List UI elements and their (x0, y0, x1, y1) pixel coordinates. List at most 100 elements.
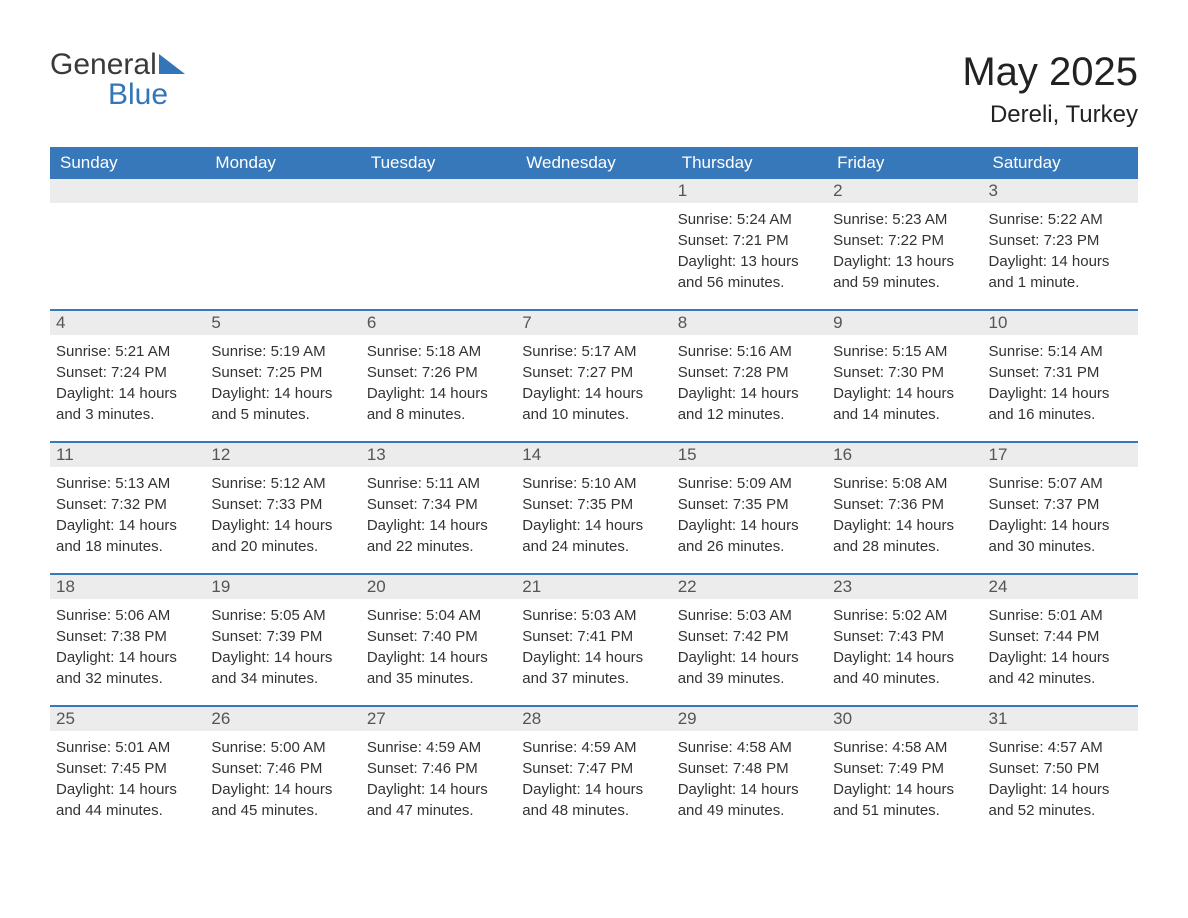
sunrise-line: Sunrise: 4:58 AM (678, 737, 821, 758)
page-header: General Blue May 2025 Dereli, Turkey (50, 50, 1138, 129)
daylight-line: Daylight: 14 hours and 10 minutes. (522, 383, 665, 425)
sunset-line: Sunset: 7:47 PM (522, 758, 665, 779)
day-number: 26 (205, 707, 360, 731)
day-number: 11 (50, 443, 205, 467)
sunrise-line: Sunrise: 5:14 AM (989, 341, 1132, 362)
day-number: 12 (205, 443, 360, 467)
sunset-line: Sunset: 7:48 PM (678, 758, 821, 779)
sunset-line: Sunset: 7:33 PM (211, 494, 354, 515)
logo-text: General Blue (50, 50, 185, 110)
day-cell: 9Sunrise: 5:15 AMSunset: 7:30 PMDaylight… (827, 311, 982, 441)
day-cell: 19Sunrise: 5:05 AMSunset: 7:39 PMDayligh… (205, 575, 360, 705)
week-row: 4Sunrise: 5:21 AMSunset: 7:24 PMDaylight… (50, 309, 1138, 441)
sunrise-line: Sunrise: 5:18 AM (367, 341, 510, 362)
day-number: 21 (516, 575, 671, 599)
day-cell: 27 Sunrise: 4:59 AMSunset: 7:46 PMDayligh… (361, 707, 516, 837)
day-number: 3 (983, 179, 1138, 203)
weekday-header: Tuesday (361, 147, 516, 179)
day-number: 27 (361, 707, 516, 731)
day-cell: 1Sunrise: 5:24 AMSunset: 7:21 PMDaylight… (672, 179, 827, 309)
sunset-line: Sunset: 7:42 PM (678, 626, 821, 647)
sunset-line: Sunset: 7:41 PM (522, 626, 665, 647)
sunrise-line: Sunrise: 5:10 AM (522, 473, 665, 494)
day-number: 8 (672, 311, 827, 335)
sunrise-line: Sunrise: 5:12 AM (211, 473, 354, 494)
sunrise-line: Sunrise: 4:59 AM (367, 737, 510, 758)
sunset-line: Sunset: 7:50 PM (989, 758, 1132, 779)
sunrise-line: Sunrise: 5:22 AM (989, 209, 1132, 230)
sunset-line: Sunset: 7:35 PM (522, 494, 665, 515)
sunrise-line: Sunrise: 5:01 AM (989, 605, 1132, 626)
day-cell: 17Sunrise: 5:07 AMSunset: 7:37 PMDayligh… (983, 443, 1138, 573)
sunset-line: Sunset: 7:25 PM (211, 362, 354, 383)
day-number: 24 (983, 575, 1138, 599)
day-number: 13 (361, 443, 516, 467)
day-number (516, 179, 671, 203)
daylight-line: Daylight: 14 hours and 49 minutes. (678, 779, 821, 821)
daylight-line: Daylight: 14 hours and 47 minutes. (367, 779, 510, 821)
day-cell: 28Sunrise: 4:59 AMSunset: 7:47 PMDayligh… (516, 707, 671, 837)
week-row: 1Sunrise: 5:24 AMSunset: 7:21 PMDaylight… (50, 179, 1138, 309)
day-number (50, 179, 205, 203)
sunset-line: Sunset: 7:36 PM (833, 494, 976, 515)
daylight-line: Daylight: 14 hours and 5 minutes. (211, 383, 354, 425)
daylight-line: Daylight: 14 hours and 42 minutes. (989, 647, 1132, 689)
day-cell: 2Sunrise: 5:23 AMSunset: 7:22 PMDaylight… (827, 179, 982, 309)
day-cell (516, 179, 671, 309)
daylight-line: Daylight: 13 hours and 56 minutes. (678, 251, 821, 293)
day-cell (50, 179, 205, 309)
day-cell: 16Sunrise: 5:08 AMSunset: 7:36 PMDayligh… (827, 443, 982, 573)
daylight-line: Daylight: 14 hours and 39 minutes. (678, 647, 821, 689)
sunset-line: Sunset: 7:37 PM (989, 494, 1132, 515)
day-number: 29 (672, 707, 827, 731)
sunset-line: Sunset: 7:39 PM (211, 626, 354, 647)
day-number: 28 (516, 707, 671, 731)
sunrise-line: Sunrise: 5:00 AM (211, 737, 354, 758)
day-cell (205, 179, 360, 309)
logo-text-blue: Blue (108, 78, 168, 111)
calendar-page: General Blue May 2025 Dereli, Turkey Sun… (0, 0, 1188, 867)
daylight-line: Daylight: 14 hours and 26 minutes. (678, 515, 821, 557)
daylight-line: Daylight: 14 hours and 28 minutes. (833, 515, 976, 557)
sunrise-line: Sunrise: 5:15 AM (833, 341, 976, 362)
sunset-line: Sunset: 7:32 PM (56, 494, 199, 515)
day-number: 22 (672, 575, 827, 599)
sunset-line: Sunset: 7:34 PM (367, 494, 510, 515)
sunset-line: Sunset: 7:21 PM (678, 230, 821, 251)
day-cell: 21 Sunrise: 5:03 AMSunset: 7:41 PMDayligh… (516, 575, 671, 705)
day-number: 15 (672, 443, 827, 467)
sunrise-line: Sunrise: 5:06 AM (56, 605, 199, 626)
daylight-line: Daylight: 14 hours and 14 minutes. (833, 383, 976, 425)
title-block: May 2025 Dereli, Turkey (962, 50, 1138, 129)
logo-text-general: General (50, 48, 157, 81)
weeks-container: 1Sunrise: 5:24 AMSunset: 7:21 PMDaylight… (50, 179, 1138, 837)
day-cell: 24Sunrise: 5:01 AMSunset: 7:44 PMDayligh… (983, 575, 1138, 705)
day-cell: 10Sunrise: 5:14 AMSunset: 7:31 PMDayligh… (983, 311, 1138, 441)
day-number: 2 (827, 179, 982, 203)
day-number: 30 (827, 707, 982, 731)
day-cell: 7Sunrise: 5:17 AMSunset: 7:27 PMDaylight… (516, 311, 671, 441)
day-number (205, 179, 360, 203)
day-cell: 4Sunrise: 5:21 AMSunset: 7:24 PMDaylight… (50, 311, 205, 441)
day-number: 25 (50, 707, 205, 731)
sunset-line: Sunset: 7:46 PM (367, 758, 510, 779)
day-number: 16 (827, 443, 982, 467)
sunset-line: Sunset: 7:31 PM (989, 362, 1132, 383)
day-cell: 29 Sunrise: 4:58 AMSunset: 7:48 PMDayligh… (672, 707, 827, 837)
sunset-line: Sunset: 7:40 PM (367, 626, 510, 647)
day-cell: 20Sunrise: 5:04 AMSunset: 7:40 PMDayligh… (361, 575, 516, 705)
daylight-line: Daylight: 14 hours and 32 minutes. (56, 647, 199, 689)
sunrise-line: Sunrise: 5:03 AM (522, 605, 665, 626)
day-number: 20 (361, 575, 516, 599)
day-cell: 12Sunrise: 5:12 AMSunset: 7:33 PMDayligh… (205, 443, 360, 573)
daylight-line: Daylight: 14 hours and 18 minutes. (56, 515, 199, 557)
sunset-line: Sunset: 7:38 PM (56, 626, 199, 647)
sunrise-line: Sunrise: 5:17 AM (522, 341, 665, 362)
sunrise-line: Sunrise: 5:04 AM (367, 605, 510, 626)
sunset-line: Sunset: 7:24 PM (56, 362, 199, 383)
sunrise-line: Sunrise: 5:21 AM (56, 341, 199, 362)
daylight-line: Daylight: 14 hours and 37 minutes. (522, 647, 665, 689)
weekday-header: Saturday (983, 147, 1138, 179)
day-cell: 14Sunrise: 5:10 AMSunset: 7:35 PMDayligh… (516, 443, 671, 573)
sunset-line: Sunset: 7:28 PM (678, 362, 821, 383)
